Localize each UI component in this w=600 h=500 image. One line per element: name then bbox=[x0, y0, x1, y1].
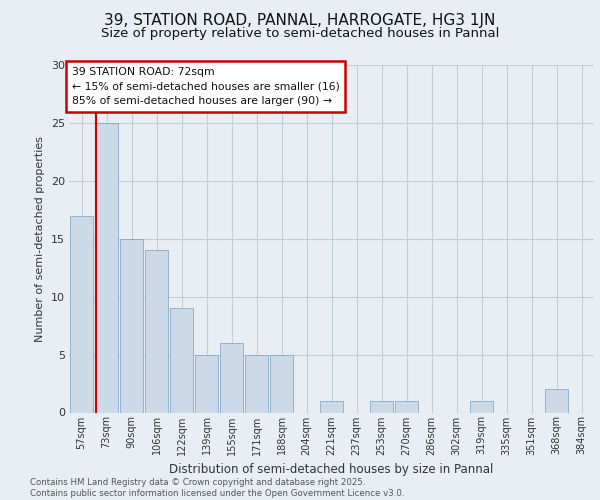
Text: 39, STATION ROAD, PANNAL, HARROGATE, HG3 1JN: 39, STATION ROAD, PANNAL, HARROGATE, HG3… bbox=[104, 12, 496, 28]
Y-axis label: Number of semi-detached properties: Number of semi-detached properties bbox=[35, 136, 45, 342]
Text: Contains HM Land Registry data © Crown copyright and database right 2025.
Contai: Contains HM Land Registry data © Crown c… bbox=[30, 478, 404, 498]
Bar bbox=[395, 401, 418, 412]
Bar bbox=[470, 401, 493, 412]
Bar bbox=[245, 354, 268, 412]
Bar bbox=[145, 250, 168, 412]
Bar bbox=[95, 123, 118, 412]
Bar bbox=[545, 390, 568, 412]
Bar bbox=[270, 354, 293, 412]
Text: Size of property relative to semi-detached houses in Pannal: Size of property relative to semi-detach… bbox=[101, 28, 499, 40]
Bar bbox=[170, 308, 193, 412]
Bar bbox=[220, 343, 243, 412]
Bar bbox=[120, 239, 143, 412]
Bar bbox=[320, 401, 343, 412]
Bar bbox=[195, 354, 218, 412]
X-axis label: Distribution of semi-detached houses by size in Pannal: Distribution of semi-detached houses by … bbox=[169, 463, 494, 476]
Bar bbox=[70, 216, 93, 412]
Bar bbox=[370, 401, 393, 412]
Text: 39 STATION ROAD: 72sqm
← 15% of semi-detached houses are smaller (16)
85% of sem: 39 STATION ROAD: 72sqm ← 15% of semi-det… bbox=[71, 66, 340, 106]
